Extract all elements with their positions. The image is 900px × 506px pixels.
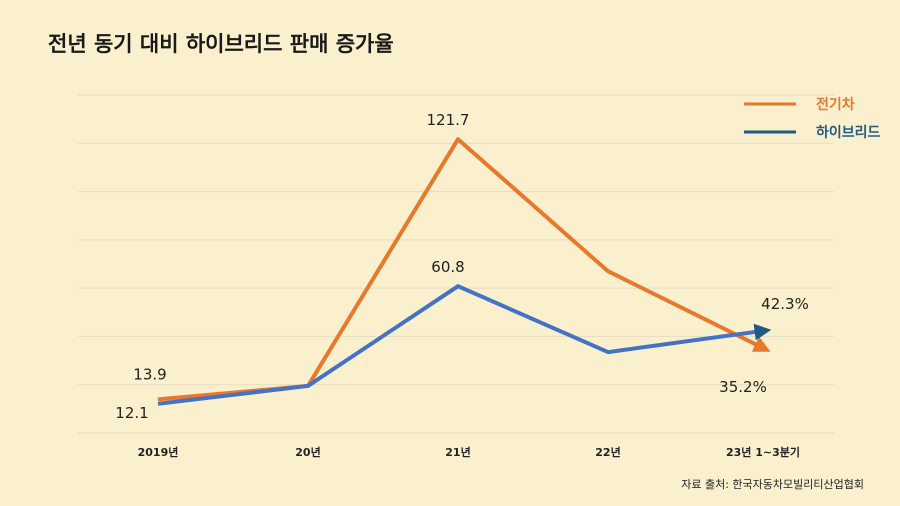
- legend-label: 전기차: [816, 96, 855, 113]
- chart-title: 전년 동기 대비 하이브리드 판매 증가율: [48, 32, 394, 56]
- data-label: 42.3%: [761, 295, 809, 313]
- series-lines: [157, 137, 772, 406]
- data-label: 13.9: [133, 365, 166, 383]
- source-note: 자료 출처: 한국자동차모빌리티산업협회: [681, 478, 864, 491]
- data-label: 60.8: [431, 258, 464, 276]
- legend-label: 하이브리드: [816, 124, 881, 141]
- x-tick-label: 20년: [295, 445, 320, 459]
- x-tick-label: 21년: [445, 445, 470, 459]
- data-labels: 13.9 121.7 35.2% 12.1 60.8 42.3%: [115, 111, 809, 422]
- x-tick-label: 2019년: [138, 445, 179, 459]
- data-label: 35.2%: [719, 378, 767, 396]
- x-tick-label: 23년 1~3분기: [726, 445, 800, 459]
- x-tick-label: 22년: [595, 445, 620, 459]
- data-label: 121.7: [427, 111, 470, 129]
- data-label: 12.1: [115, 404, 148, 422]
- series-line-hybrid: [157, 284, 772, 406]
- x-tick-labels: 2019년 20년 21년 22년 23년 1~3분기: [138, 445, 800, 459]
